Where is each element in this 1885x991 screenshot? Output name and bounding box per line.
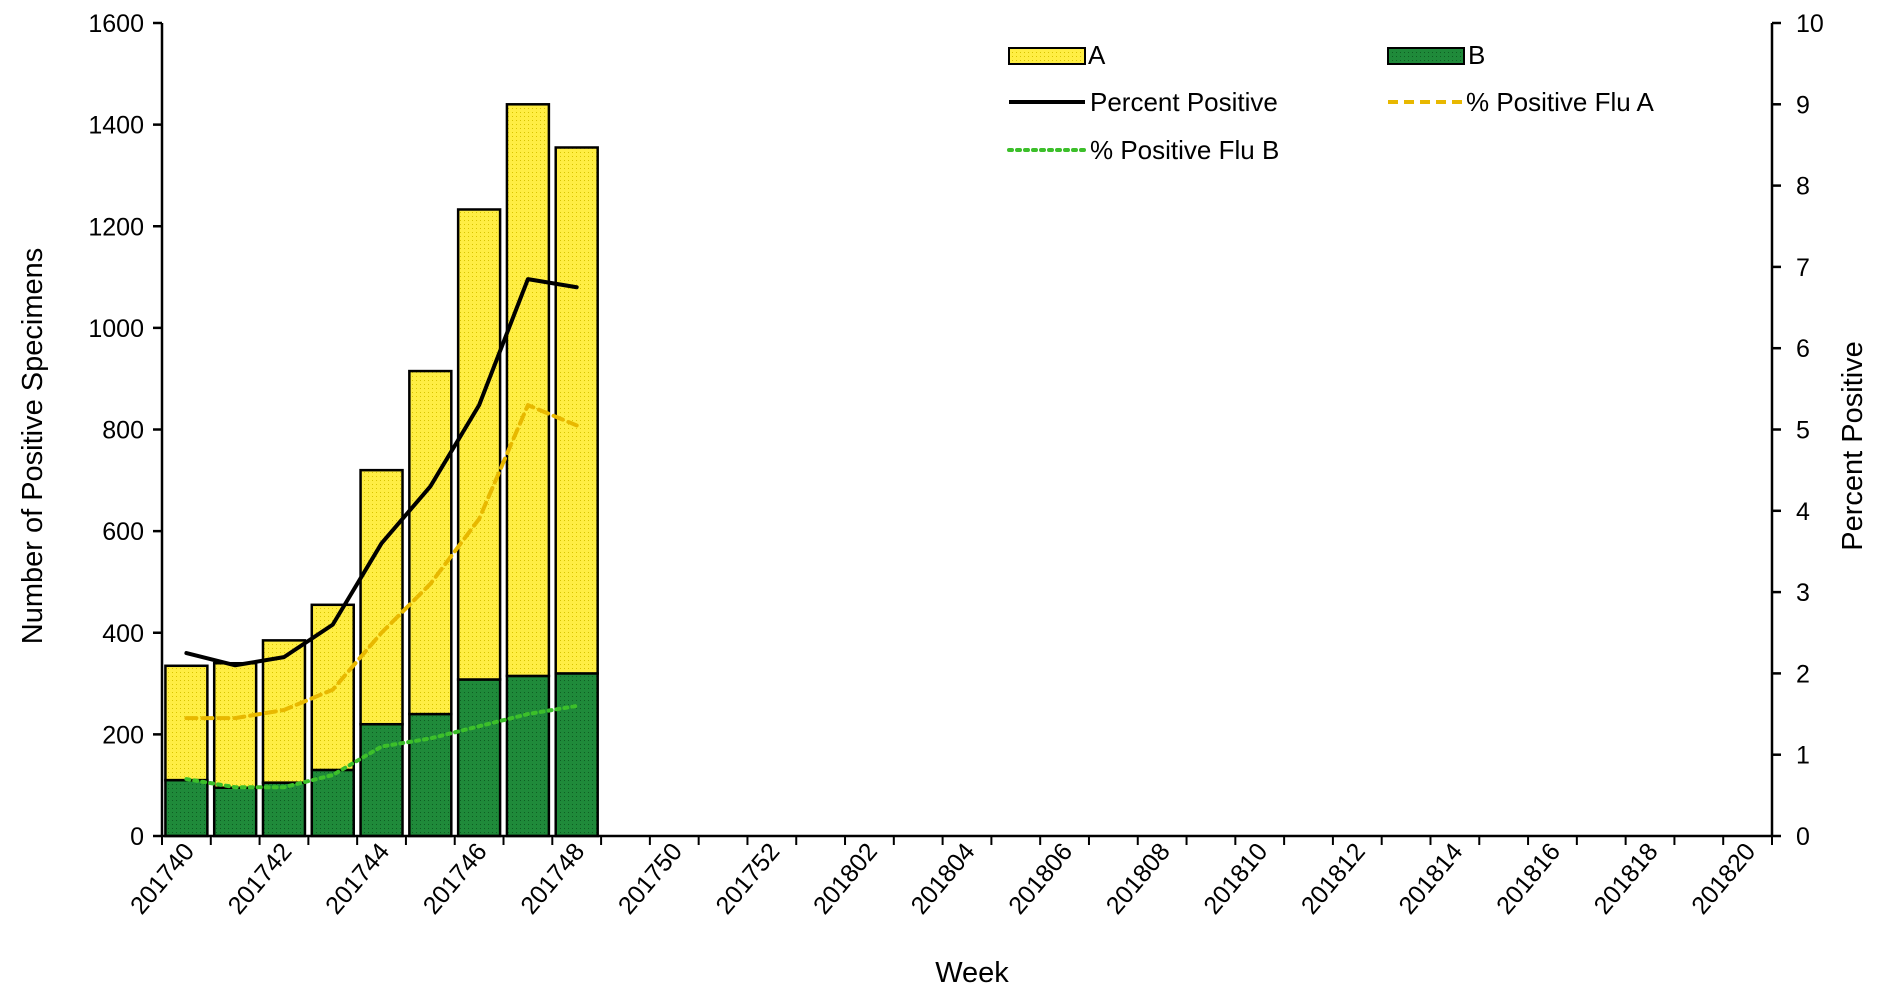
bar-b-201745 [408, 712, 453, 838]
x-tick-label: 201744 [320, 838, 395, 920]
y2-tick-label: 6 [1796, 335, 1810, 363]
bar-b-201742 [261, 781, 307, 838]
legend-label-percent-positive: Percent Positive [1090, 87, 1278, 117]
x-tick-label: 201742 [222, 838, 297, 920]
x-tick-label: 201750 [613, 838, 688, 920]
y-tick-label: 1600 [88, 10, 144, 38]
bar-b-201746 [456, 678, 502, 838]
bar-b-201740 [164, 778, 209, 838]
bar-a-201747 [505, 103, 551, 678]
y2-tick-label: 7 [1796, 254, 1810, 282]
y-tick-label: 0 [130, 823, 144, 851]
legend-label-flu-b: % Positive Flu B [1090, 135, 1279, 165]
y-tick-label: 200 [102, 721, 144, 749]
legend: A B Percent Positive % Positive Flu A % Posi… [1007, 40, 1655, 165]
bar-b-201748 [554, 672, 599, 838]
line-series-1 [184, 403, 579, 721]
y2-tick-label: 10 [1796, 10, 1824, 38]
x-tick-label: 201820 [1686, 838, 1761, 920]
line-series-2 [184, 703, 579, 790]
legend-label-flu-a: % Positive Flu A [1466, 87, 1655, 117]
x-tick-label: 201752 [710, 838, 785, 920]
y-tick-label: 1200 [88, 213, 144, 241]
x-tick-label: 201808 [1101, 838, 1176, 920]
x-tick-label: 201804 [906, 838, 981, 920]
y-tick-label: 800 [102, 417, 144, 445]
bar-b-201747 [505, 674, 551, 838]
bar-b-201743 [310, 768, 355, 838]
bar-a-201746 [456, 208, 502, 681]
legend-swatch-b [1387, 47, 1465, 65]
bars-layer [164, 103, 599, 838]
y2-tick-label: 4 [1796, 498, 1810, 526]
x-tick-label: 201814 [1393, 838, 1468, 920]
x-tick-label: 201806 [1003, 838, 1078, 920]
x-tick-label: 201802 [808, 838, 883, 920]
bar-a-201745 [408, 369, 453, 716]
y-tick-label: 600 [102, 518, 144, 546]
y2-tick-label: 2 [1796, 660, 1810, 688]
lines-layer [184, 277, 579, 790]
bar-a-201748 [554, 146, 599, 675]
y2-tick-label: 0 [1796, 823, 1810, 851]
y-tick-label: 1400 [88, 112, 144, 140]
x-tick-label: 201816 [1491, 838, 1566, 920]
x-tick-label: 201818 [1589, 838, 1664, 920]
y2-tick-label: 8 [1796, 173, 1810, 201]
x-tick-label: 201812 [1296, 838, 1371, 920]
y-tick-label: 1000 [88, 315, 144, 343]
y2-tick-label: 5 [1796, 417, 1810, 445]
y2-tick-label: 3 [1796, 579, 1810, 607]
x-tick-label: 201746 [418, 838, 493, 920]
legend-label-b: B [1468, 40, 1485, 70]
bar-b-201744 [359, 722, 404, 838]
line-series-0 [184, 277, 579, 668]
bar-a-201741 [212, 661, 258, 789]
y2-axis-title: Percent Positive [1837, 341, 1869, 551]
y-tick-label: 400 [102, 620, 144, 648]
x-axis-title: Week [935, 957, 1009, 989]
bar-b-201741 [212, 786, 258, 838]
bar-a-201740 [164, 664, 209, 782]
x-tick-label: 201810 [1198, 838, 1273, 920]
legend-swatch-a [1008, 47, 1086, 65]
legend-label-a: A [1088, 40, 1106, 70]
y2-tick-label: 9 [1796, 91, 1810, 119]
y-axis-title: Number of Positive Specimens [17, 248, 49, 645]
bar-a-201744 [359, 468, 404, 726]
x-tick-label: 201748 [515, 838, 590, 920]
y2-tick-label: 1 [1796, 742, 1810, 770]
